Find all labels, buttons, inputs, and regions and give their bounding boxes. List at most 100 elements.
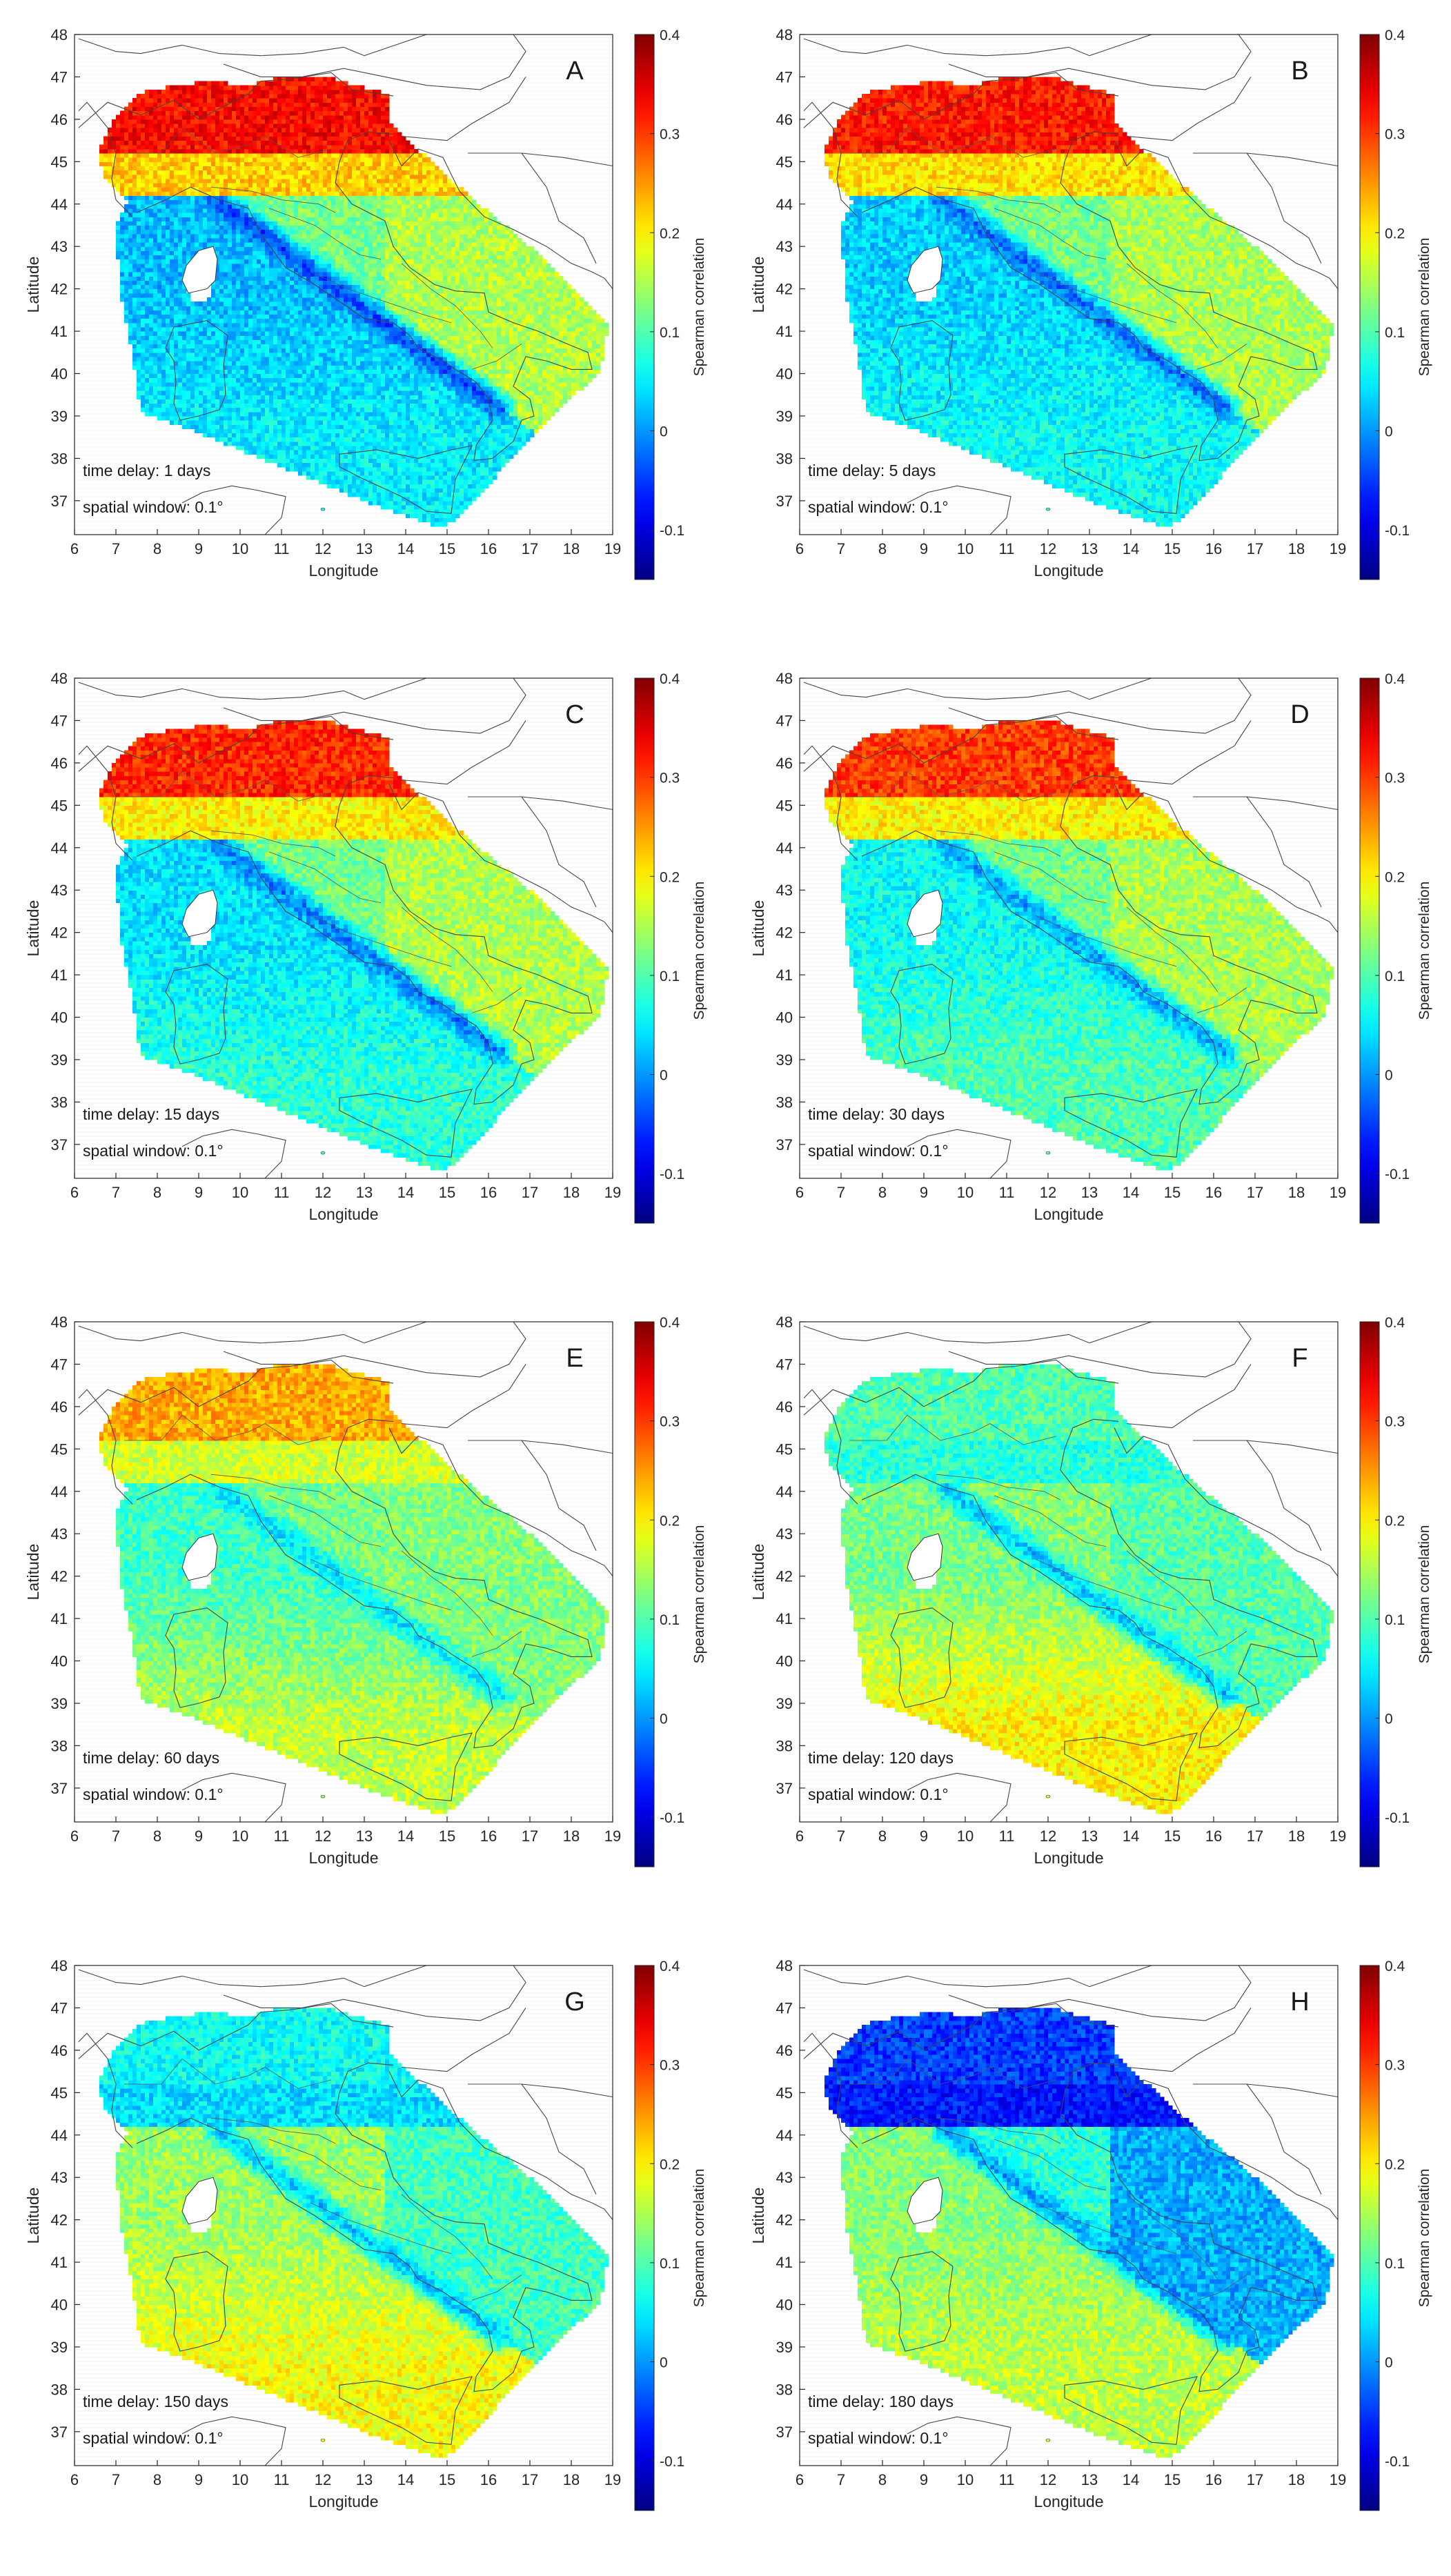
x-tick-label: 16 xyxy=(1205,1184,1222,1201)
colorbar-tick-label: 0 xyxy=(660,1068,668,1084)
x-tick-label: 6 xyxy=(796,540,804,557)
island-marker xyxy=(1046,508,1050,511)
x-tick-label: 9 xyxy=(195,1827,203,1845)
x-tick-label: 10 xyxy=(232,1184,248,1201)
map-figure-svg: 6 7 8 9 10 11 12 13 14 15 16 17 18 193738394041424344… xyxy=(0,0,725,644)
x-tick-label: 7 xyxy=(837,1827,845,1845)
x-tick-label: 12 xyxy=(1040,1827,1056,1845)
y-tick-label: 38 xyxy=(51,2381,68,2398)
colorbar xyxy=(1360,1965,1379,2510)
y-tick-label: 39 xyxy=(51,408,68,425)
x-tick-label: 6 xyxy=(70,540,79,557)
x-tick-label: 11 xyxy=(274,1184,290,1201)
y-tick-label: 48 xyxy=(51,26,68,43)
y-tick-label: 38 xyxy=(51,1737,68,1754)
map-panel-f: 6 7 8 9 10 11 12 13 14 15 16 17 18 19 37 38 39 40 41 42 43 44… xyxy=(725,1287,1450,1931)
x-tick-label: 17 xyxy=(522,540,538,557)
x-tick-label: 9 xyxy=(195,1184,203,1201)
x-tick-label: 11 xyxy=(274,1827,290,1845)
x-tick-label: 17 xyxy=(1247,2471,1263,2488)
map-panel-c: 6 7 8 9 10 11 12 13 14 15 16 17 18 19 37 38 39 40 41 42 43 44… xyxy=(0,644,725,1287)
colorbar-tick-label: 0.3 xyxy=(660,127,680,143)
x-tick-label: 6 xyxy=(70,1184,79,1201)
y-tick-label: 44 xyxy=(51,1483,68,1500)
map-panel-e: 6 7 8 9 10 11 12 13 14 15 16 17 18 19 37 38 39 40 41 42 43 44… xyxy=(0,1287,725,1931)
x-tick-label: 10 xyxy=(232,2471,248,2488)
x-tick-label: 12 xyxy=(315,540,331,557)
y-tick-label: 44 xyxy=(776,840,793,857)
time-delay-label: time delay: 15 days xyxy=(83,1105,219,1123)
colorbar xyxy=(635,1965,654,2510)
x-tick-label: 17 xyxy=(522,1827,538,1845)
x-tick-label: 6 xyxy=(796,1827,804,1845)
colorbar-tick-label: -0.1 xyxy=(1385,1167,1410,1182)
x-tick-label: 7 xyxy=(112,540,120,557)
colorbar-tick-label: 0 xyxy=(1385,1068,1393,1084)
colorbar-tick-label: 0.1 xyxy=(660,1612,680,1628)
colorbar-tick-label: -0.1 xyxy=(660,523,684,539)
panel-letter: B xyxy=(1291,57,1308,86)
time-delay-label: time delay: 60 days xyxy=(83,1749,219,1767)
map-panel-b: 6 7 8 9 10 11 12 13 14 15 16 17 18 19 37 38 39 40 41 42 43 44… xyxy=(725,0,1450,644)
spatial-window-label: spatial window: 0.1° xyxy=(83,2429,224,2447)
colorbar-tick-label: 0.1 xyxy=(1385,969,1405,984)
x-tick-label: 18 xyxy=(1288,1827,1305,1845)
x-tick-label: 8 xyxy=(153,1184,161,1201)
spatial-window-label: spatial window: 0.1° xyxy=(83,1142,224,1160)
y-tick-label: 37 xyxy=(51,1136,68,1153)
x-tick-label: 18 xyxy=(563,1827,580,1845)
x-tick-label: 16 xyxy=(480,2471,497,2488)
map-figure-svg: 6 7 8 9 10 11 12 13 14 15 16 17 18 193738394041424344… xyxy=(725,644,1450,1287)
map-figure-svg: 6 7 8 9 10 11 12 13 14 15 16 17 18 193738394041424344… xyxy=(0,1287,725,1931)
x-tick-label: 14 xyxy=(397,540,414,557)
x-tick-label: 18 xyxy=(563,2471,580,2488)
colorbar-tick-label: 0.1 xyxy=(660,2256,680,2272)
x-tick-label: 19 xyxy=(1330,540,1346,557)
map-panel-a: 6 7 8 9 10 11 12 13 14 15 16 17 18 19 37 38 39 40 41 42 43 44… xyxy=(0,0,725,644)
colorbar-label: Spearman correlation xyxy=(1417,882,1432,1020)
colorbar xyxy=(1360,678,1379,1223)
colorbar-tick-label: 0 xyxy=(660,424,668,440)
x-tick-label: 13 xyxy=(1081,540,1098,557)
y-axis-label: Latitude xyxy=(749,1544,767,1601)
island-marker xyxy=(321,1795,325,1798)
map-panel-h: 6 7 8 9 10 11 12 13 14 15 16 17 18 19 37 38 39 40 41 42 43 44… xyxy=(725,1931,1450,2575)
x-tick-label: 8 xyxy=(878,1184,887,1201)
x-tick-label: 18 xyxy=(1288,540,1305,557)
y-tick-label: 44 xyxy=(776,2127,793,2144)
y-tick-label: 45 xyxy=(51,2084,68,2101)
y-tick-label: 38 xyxy=(776,450,793,467)
y-tick-label: 40 xyxy=(776,1009,793,1027)
y-tick-label: 42 xyxy=(51,1568,68,1585)
y-tick-label: 46 xyxy=(51,2042,68,2059)
y-tick-label: 43 xyxy=(51,1525,68,1543)
y-tick-label: 45 xyxy=(776,1440,793,1458)
colorbar-label: Spearman correlation xyxy=(1417,2169,1432,2308)
x-axis-label: Longitude xyxy=(308,562,378,579)
y-axis-label: Latitude xyxy=(749,257,767,313)
x-tick-label: 10 xyxy=(957,2471,974,2488)
panel-letter: H xyxy=(1290,1988,1309,2017)
x-tick-label: 8 xyxy=(153,540,161,557)
x-tick-label: 7 xyxy=(112,1827,120,1845)
y-axis-label: Latitude xyxy=(24,2188,42,2244)
colorbar-tick-label: -0.1 xyxy=(660,1167,684,1182)
y-tick-label: 43 xyxy=(776,2169,793,2186)
colorbar xyxy=(1360,34,1379,579)
colorbar-tick-label: 0.2 xyxy=(660,869,680,885)
x-tick-label: 9 xyxy=(920,1184,928,1201)
colorbar xyxy=(635,34,654,579)
x-tick-label: 11 xyxy=(999,540,1015,557)
x-tick-label: 9 xyxy=(920,1827,928,1845)
x-tick-label: 10 xyxy=(957,540,974,557)
x-tick-label: 9 xyxy=(920,540,928,557)
panel-letter: E xyxy=(566,1344,583,1373)
y-tick-label: 45 xyxy=(51,153,68,170)
colorbar-tick-label: 0.2 xyxy=(1385,869,1405,885)
x-tick-label: 11 xyxy=(999,1184,1015,1201)
y-tick-label: 48 xyxy=(776,1957,793,1974)
y-tick-label: 44 xyxy=(51,2127,68,2144)
x-tick-label: 8 xyxy=(153,2471,161,2488)
y-tick-label: 46 xyxy=(51,1398,68,1416)
x-tick-label: 13 xyxy=(1081,1184,1098,1201)
